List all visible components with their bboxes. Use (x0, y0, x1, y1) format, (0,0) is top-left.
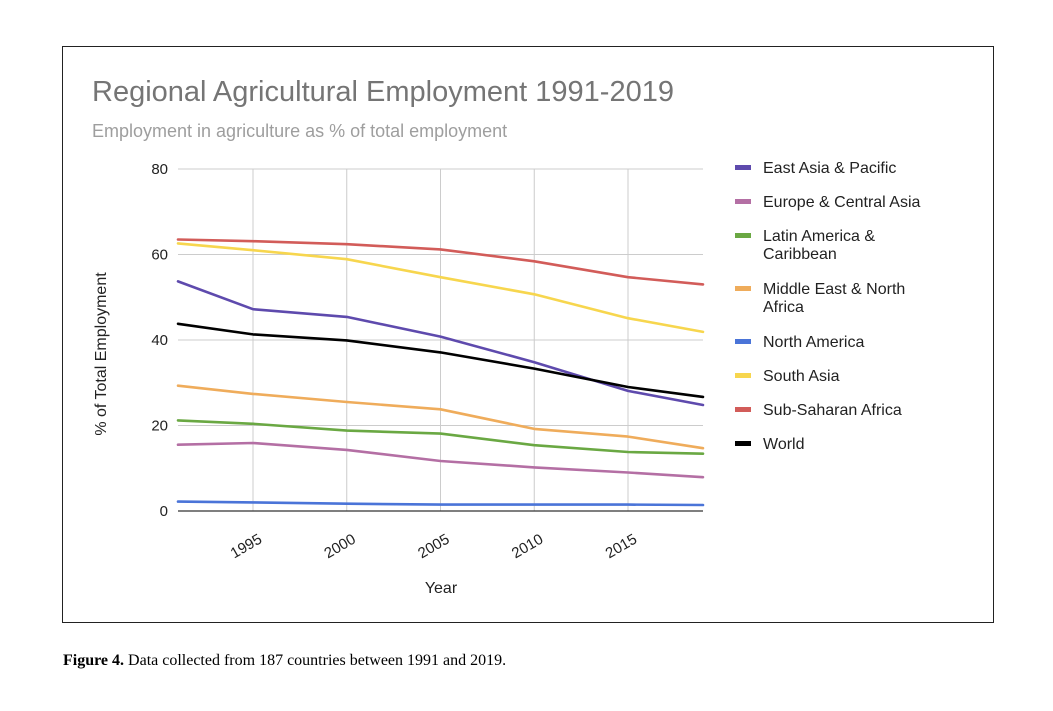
legend: East Asia & Pacific Europe & Central Asia… (735, 160, 921, 453)
x-tick-label: 2000 (321, 531, 358, 562)
legend-entry: World (735, 436, 805, 453)
line-chart: Regional Agricultural Employment 1991-20… (92, 76, 921, 597)
legend-entry: North America (735, 334, 864, 351)
y-tick-label: 60 (151, 247, 168, 264)
legend-label: South Asia (763, 368, 840, 385)
y-tick-label: 20 (151, 418, 168, 435)
legend-label: Latin America & Caribbean (763, 228, 875, 263)
legend-swatch (735, 165, 751, 170)
legend-swatch (735, 339, 751, 344)
series-line (176, 280, 705, 407)
legend-label: Europe & Central Asia (763, 194, 921, 211)
legend-label: World (763, 436, 805, 453)
series-line (176, 419, 705, 456)
y-tick-label: 0 (160, 503, 168, 520)
chart-subtitle: Employment in agriculture as % of total … (92, 121, 507, 141)
legend-label: East Asia & Pacific (763, 160, 896, 177)
legend-entry: Latin America & Caribbean (735, 228, 875, 263)
legend-entry: Middle East & North Africa (735, 281, 905, 316)
x-tick-label: 2005 (415, 531, 452, 562)
x-tick-label: 2010 (509, 531, 546, 562)
legend-swatch (735, 286, 751, 291)
legend-label: Sub-Saharan Africa (763, 402, 902, 419)
legend-entry: Europe & Central Asia (735, 194, 921, 211)
legend-swatch (735, 373, 751, 378)
legend-entry: Sub-Saharan Africa (735, 402, 902, 419)
series-line (176, 242, 705, 334)
y-tick-label: 40 (151, 332, 168, 349)
series-line (176, 384, 705, 450)
y-axis-label: % of Total Employment (93, 272, 110, 436)
legend-swatch (735, 199, 751, 204)
series-line (176, 322, 705, 399)
x-axis-label: Year (425, 580, 458, 597)
series-line (176, 441, 705, 479)
legend-entry: East Asia & Pacific (735, 160, 896, 177)
legend-swatch (735, 233, 751, 238)
series-line (176, 238, 705, 286)
legend-swatch (735, 407, 751, 412)
x-tick-label: 1995 (228, 531, 265, 562)
legend-label: North America (763, 334, 864, 351)
legend-entry: South Asia (735, 368, 840, 385)
series-lines (176, 238, 705, 507)
x-tick-label: 2015 (603, 531, 640, 562)
series-line (176, 500, 705, 507)
figure-caption-text: Data collected from 187 countries betwee… (124, 652, 507, 669)
figure-caption-label: Figure 4. (63, 652, 125, 669)
legend-swatch (735, 441, 751, 446)
chart-title: Regional Agricultural Employment 1991-20… (92, 76, 674, 108)
figure-caption: Figure 4. Data collected from 187 countr… (63, 652, 506, 670)
chart-frame: Regional Agricultural Employment 1991-20… (62, 46, 994, 623)
y-tick-label: 80 (151, 161, 168, 178)
legend-label: Middle East & North Africa (763, 281, 905, 316)
